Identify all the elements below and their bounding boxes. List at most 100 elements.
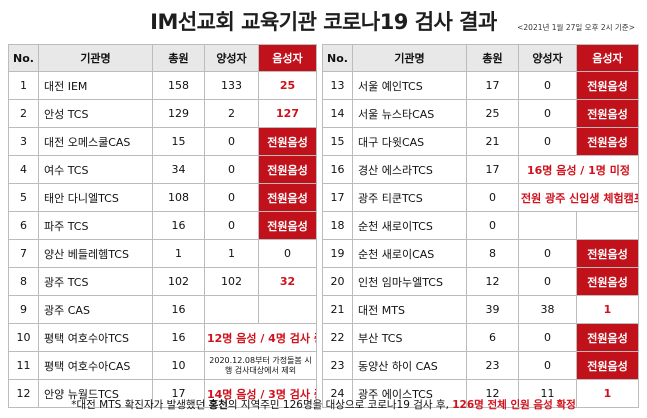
table-row: 7 양산 베들레헴TCS 1 1 0 19 순천 새로이CAS 8 0 전원음성 [8, 239, 639, 268]
cell-org: 대구 다윗CAS [352, 127, 467, 156]
cell-total: 16 [152, 295, 205, 324]
table-row: 5 태안 다니엘TCS 108 0 전원음성 17 광주 티쿤TCS 0 전원 광주 신입생 체… [8, 183, 639, 212]
cell-negative: 전원음성 [576, 71, 639, 100]
cell-total: 12 [466, 267, 519, 296]
cell-no: 12 [8, 379, 39, 408]
cell-negative [576, 211, 639, 240]
cell-total: 108 [152, 183, 205, 212]
cell-no: 22 [322, 323, 353, 352]
cell-positive: 1 [204, 239, 259, 268]
cell-negative: 전원음성 [258, 155, 317, 184]
cell-status-merged: 14명 음성 / 3명 검사 중 [204, 379, 317, 408]
cell-total: 16 [152, 211, 205, 240]
col-header-no-right: No. [322, 44, 353, 72]
cell-negative: 1 [576, 295, 639, 324]
cell-total: 17 [466, 71, 519, 100]
footnote-bold: 홍천 [208, 399, 228, 411]
table-row: 8 광주 TCS 102 102 32 20 인천 임마누엘TCS 12 0 전원음성 [8, 267, 639, 296]
cell-org: 순천 새로이TCS [352, 211, 467, 240]
col-header-org: 기관명 [38, 44, 153, 72]
footnote-part2: 의 지역주민 126명을 대상으로 코로나19 검사 후, [227, 399, 453, 411]
table-row: 2 안성 TCS 129 2 127 14 서울 뉴스타CAS 25 0 전원음성 [8, 99, 639, 128]
cell-total: 6 [466, 323, 519, 352]
table-row: 1 대전 IEM 158 133 25 13 서울 예인TCS 17 0 전원음성 [8, 71, 639, 100]
cell-total: 1 [152, 239, 205, 268]
cell-no: 7 [8, 239, 39, 268]
col-header-positive-right: 양성자 [518, 44, 577, 72]
table-body: 1 대전 IEM 158 133 25 13 서울 예인TCS 17 0 전원음성 2 안성 TCS 1… [8, 71, 639, 408]
cell-no: 2 [8, 99, 39, 128]
table-row: 12 안양 뉴월드TCS 17 14명 음성 / 3명 검사 중 24 광주 에이스TCS… [8, 379, 639, 408]
cell-no: 16 [322, 155, 353, 184]
cell-org: 서울 예인TCS [352, 71, 467, 100]
cell-negative: 전원음성 [258, 127, 317, 156]
table-row: 6 파주 TCS 16 0 전원음성 18 순천 새로이TCS 0 [8, 211, 639, 240]
cell-org: 대전 MTS [352, 295, 467, 324]
cell-total: 25 [466, 99, 519, 128]
cell-positive: 2 [204, 99, 259, 128]
cell-org: 부산 TCS [352, 323, 467, 352]
col-header-negative: 음성자 [258, 44, 317, 72]
cell-positive: 0 [204, 127, 259, 156]
cell-total: 12 [466, 379, 519, 408]
cell-no: 3 [8, 127, 39, 156]
cell-positive [204, 295, 259, 324]
table-row: 10 평택 여호수아TCS 16 12명 음성 / 4명 검사 중 22 부산 TCS 6 0… [8, 323, 639, 352]
cell-org: 양산 베들레헴TCS [38, 239, 153, 268]
cell-positive: 102 [204, 267, 259, 296]
cell-positive: 0 [518, 351, 577, 380]
cell-positive: 0 [518, 323, 577, 352]
footnote-red: 126명 전체 인원 음성 확정 [452, 399, 576, 411]
cell-positive: 133 [204, 71, 259, 100]
cell-negative: 전원음성 [576, 99, 639, 128]
cell-positive: 0 [518, 71, 577, 100]
cell-negative [258, 295, 317, 324]
cell-total: 17 [466, 155, 519, 184]
cell-total: 17 [152, 379, 205, 408]
cell-no: 5 [8, 183, 39, 212]
cell-total: 16 [152, 323, 205, 352]
cell-no: 4 [8, 155, 39, 184]
cell-org: 평택 여호수아CAS [38, 351, 153, 380]
cell-org: 순천 새로이CAS [352, 239, 467, 268]
col-header-org-right: 기관명 [352, 44, 467, 72]
table-row: 4 여수 TCS 34 0 전원음성 16 경산 에스라TCS 17 16명 음성 / 1명 미… [8, 155, 639, 184]
cell-no: 19 [322, 239, 353, 268]
col-header-positive: 양성자 [204, 44, 259, 72]
cell-no: 8 [8, 267, 39, 296]
cell-total: 34 [152, 155, 205, 184]
table-row: 11 평택 여호수아CAS 10 2020.12.08부터 가정돌봄 시행 검사대상에… [8, 351, 639, 380]
cell-positive: 0 [518, 127, 577, 156]
cell-no: 15 [322, 127, 353, 156]
cell-no: 11 [8, 351, 39, 380]
cell-org: 태안 다니엘TCS [38, 183, 153, 212]
cell-positive: 0 [518, 99, 577, 128]
col-header-negative-right: 음성자 [576, 44, 639, 72]
cell-org: 대전 IEM [38, 71, 153, 100]
cell-total: 102 [152, 267, 205, 296]
cell-positive: 0 [204, 183, 259, 212]
cell-org: 인천 임마누엘TCS [352, 267, 467, 296]
footnote: *대전 MTS 확진자가 발생했던 홍천의 지역주민 126명을 대상으로 코로… [0, 397, 647, 412]
cell-negative: 전원음성 [576, 239, 639, 268]
cell-no: 20 [322, 267, 353, 296]
cell-org: 동양산 하이 CAS [352, 351, 467, 380]
cell-org: 서울 뉴스타CAS [352, 99, 467, 128]
header-row: No. 기관명 총원 양성자 음성자 No. 기관명 총원 양성자 음성자 [8, 44, 639, 72]
cell-negative: 1 [576, 379, 639, 408]
table-row: 3 대전 오메스쿨CAS 15 0 전원음성 15 대구 다윗CAS 21 0 전원음성 [8, 127, 639, 156]
cell-status-merged: 12명 음성 / 4명 검사 중 [204, 323, 317, 352]
cell-negative: 전원음성 [576, 323, 639, 352]
cell-positive [518, 211, 577, 240]
col-header-total-right: 총원 [466, 44, 519, 72]
cell-org: 광주 티쿤TCS [352, 183, 467, 212]
cell-org: 안성 TCS [38, 99, 153, 128]
cell-no: 10 [8, 323, 39, 352]
cell-no: 18 [322, 211, 353, 240]
cell-positive: 0 [204, 155, 259, 184]
cell-status-merged: 2020.12.08부터 가정돌봄 시행 검사대상에서 제외 [204, 351, 317, 380]
page-title: IM선교회 교육기관 코로나19 검사 결과 [150, 10, 497, 34]
cell-org: 광주 에이스TCS [352, 379, 467, 408]
